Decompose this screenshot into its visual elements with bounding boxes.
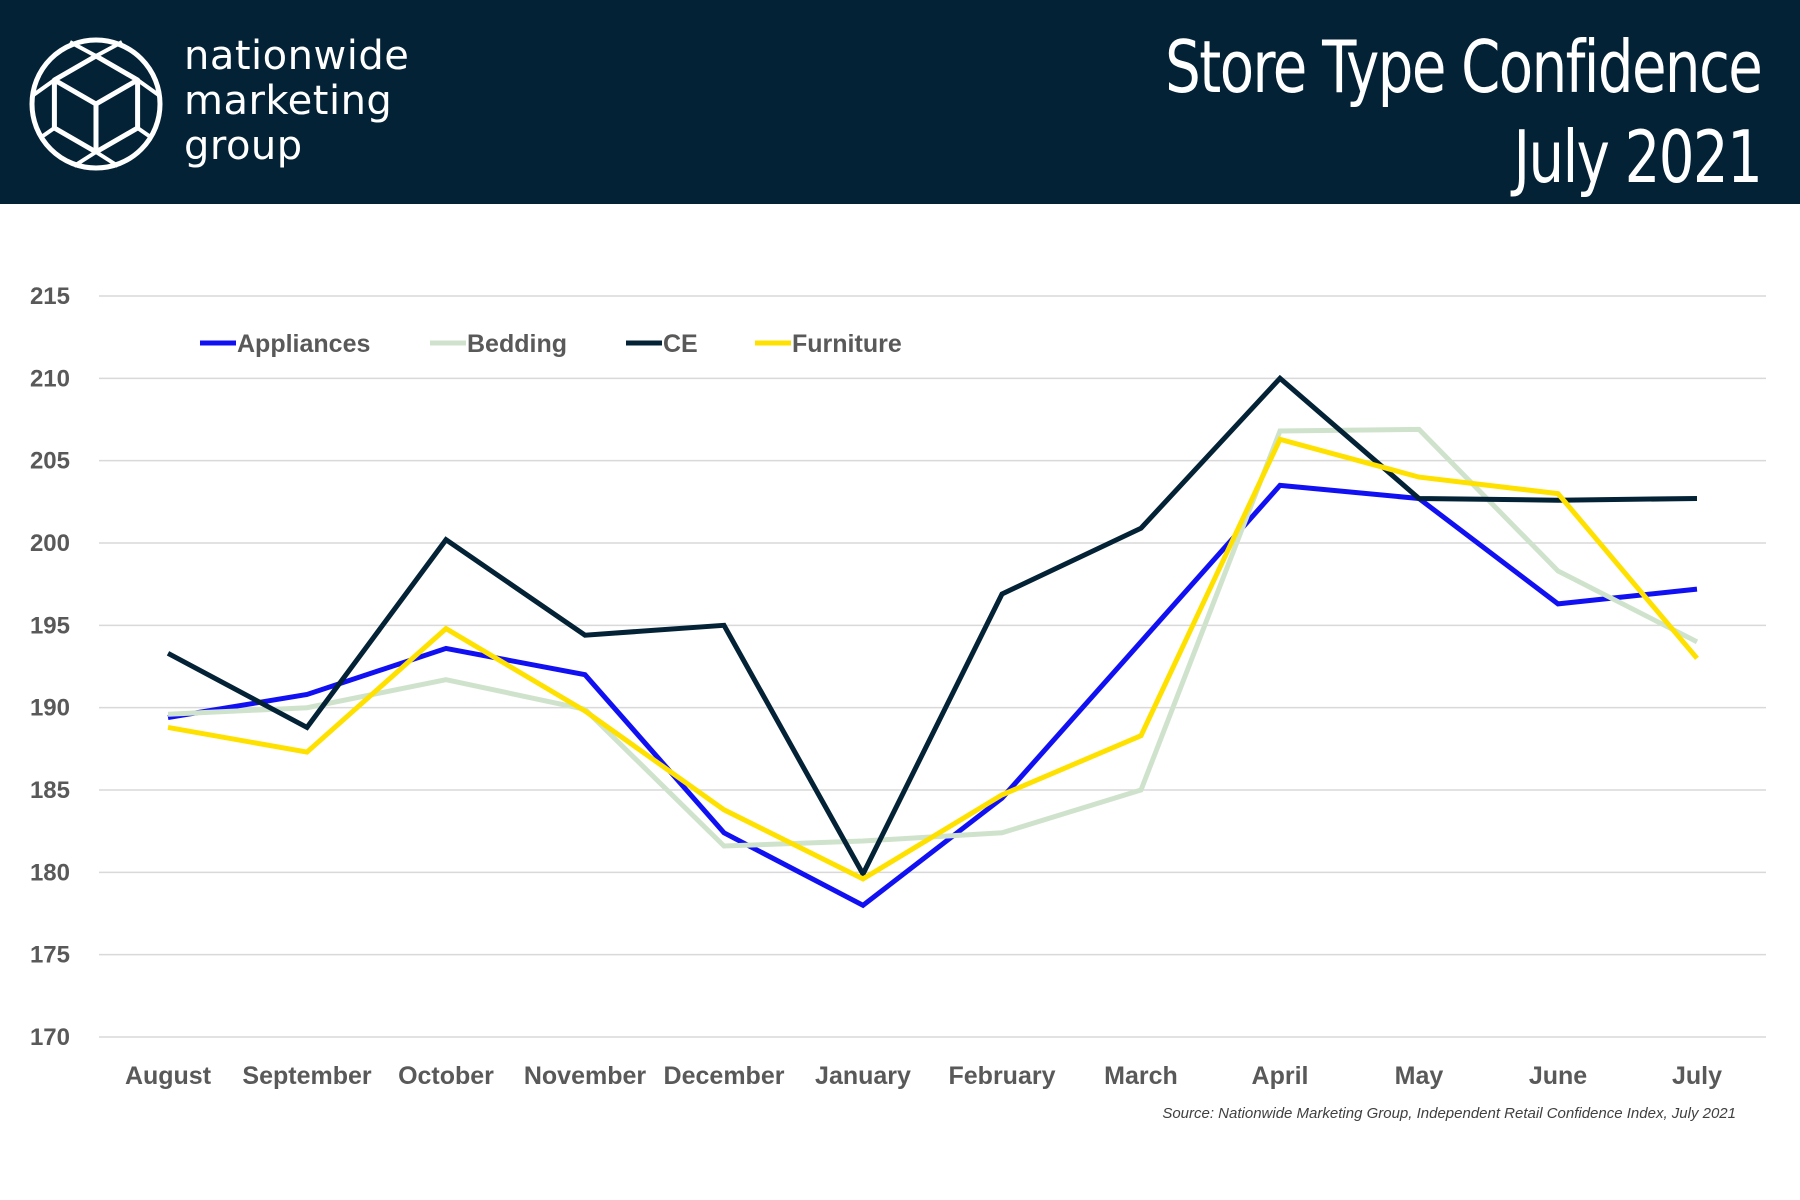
title-line-2: July 2021 <box>1513 115 1762 199</box>
series-line-ce <box>166 374 1698 880</box>
y-tick-label-200: 200 <box>30 530 70 557</box>
x-tick-label-december: December <box>664 1062 785 1090</box>
y-tick-label-205: 205 <box>30 448 70 475</box>
page-title: Store Type Confidence July 2021 <box>1164 22 1763 202</box>
brand-line-2: marketing <box>184 78 393 124</box>
header-banner: nationwide marketing group Store Type Co… <box>0 0 1800 204</box>
y-tick-label-215: 215 <box>30 283 70 310</box>
x-tick-label-july: July <box>1672 1062 1722 1090</box>
hexagon-cube-logo-icon <box>29 37 163 171</box>
series-line-furniture <box>167 436 1699 882</box>
x-tick-label-april: April <box>1252 1062 1309 1090</box>
y-tick-label-185: 185 <box>30 777 70 804</box>
legend-label-ce: CE <box>663 330 698 358</box>
x-tick-label-june: June <box>1529 1062 1587 1090</box>
series-line-appliances <box>167 482 1698 909</box>
brand-line-1: nationwide <box>184 33 410 79</box>
source-note: Source: Nationwide Marketing Group, Inde… <box>1162 1105 1736 1122</box>
y-tick-label-190: 190 <box>30 695 70 722</box>
x-tick-label-february: February <box>949 1062 1056 1090</box>
x-tick-label-march: March <box>1104 1062 1178 1090</box>
y-tick-label-175: 175 <box>30 942 70 969</box>
x-tick-label-may: May <box>1395 1062 1444 1090</box>
x-tick-label-august: August <box>125 1062 212 1090</box>
y-tick-label-170: 170 <box>30 1024 70 1051</box>
x-tick-label-october: October <box>398 1062 494 1090</box>
line-chart: 170 175 180 185 190 195 200 205 210 215 August Sept… <box>30 283 1766 1090</box>
series-line-bedding <box>167 426 1699 849</box>
brand-name: nationwide marketing group <box>184 34 409 169</box>
legend-label-bedding: Bedding <box>467 330 567 358</box>
y-tick-label-210: 210 <box>30 365 70 392</box>
y-tick-label-180: 180 <box>30 859 70 886</box>
y-tick-label-195: 195 <box>30 612 70 639</box>
x-tick-label-january: January <box>815 1062 911 1090</box>
legend-label-appliances: Appliances <box>237 330 370 358</box>
x-tick-label-november: November <box>524 1062 647 1090</box>
legend-label-furniture: Furniture <box>792 330 902 358</box>
title-line-1: Store Type Confidence <box>1164 25 1763 109</box>
x-tick-label-september: September <box>242 1062 371 1090</box>
brand-line-3: group <box>184 123 303 169</box>
